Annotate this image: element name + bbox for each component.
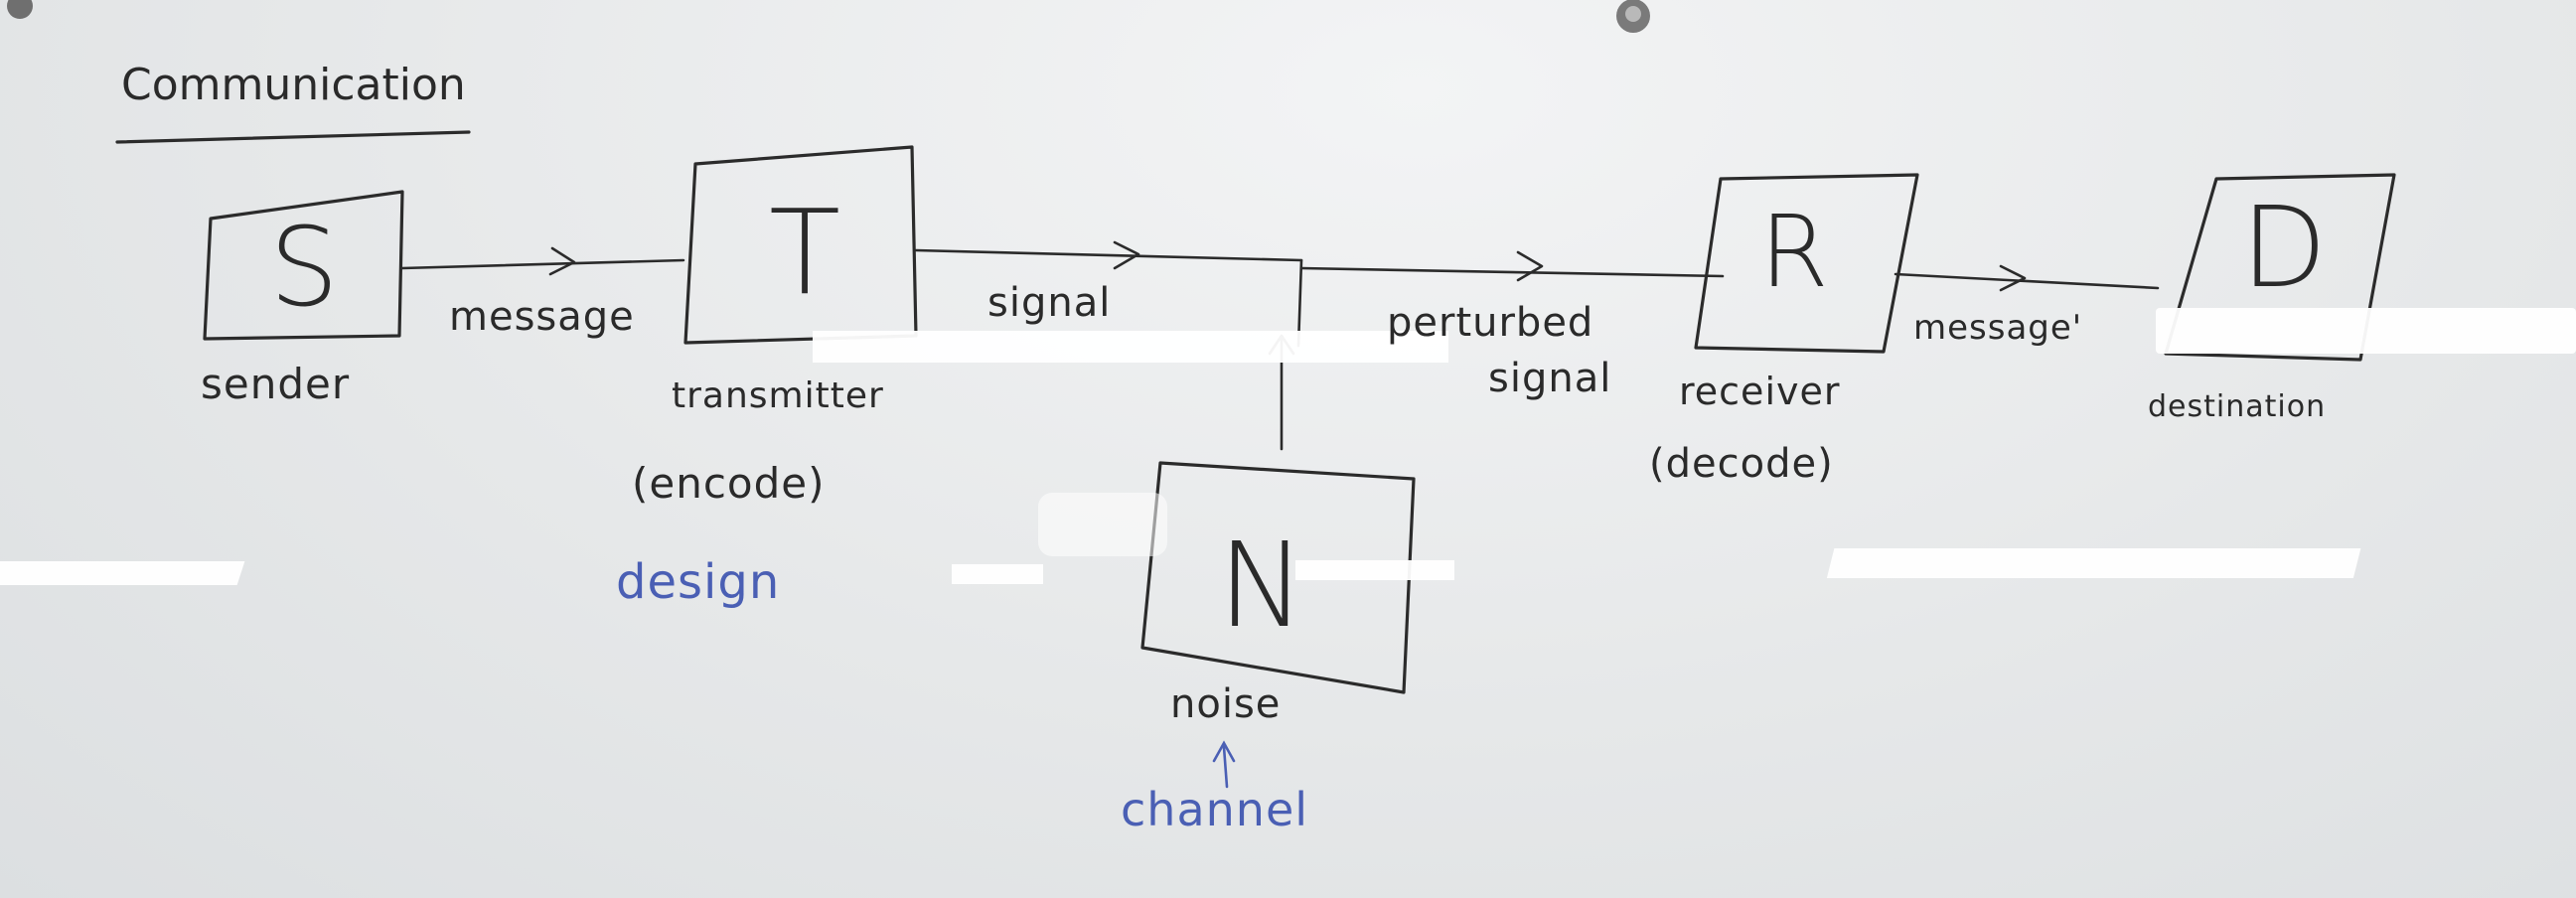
- edge-label-message: message: [449, 294, 635, 340]
- edge-sender-transmitter-arrowhead: [548, 246, 576, 276]
- receiver-box: [1694, 173, 1919, 354]
- title-underline: [115, 130, 471, 144]
- destination-letter: D: [2240, 184, 2328, 313]
- edge-transmitter-mix-arrowhead: [1113, 240, 1140, 270]
- light-reflection: [0, 561, 245, 585]
- edge-mix-receiver-arrowhead: [1516, 250, 1544, 282]
- light-reflection: [1038, 493, 1167, 556]
- noise-box: [1140, 461, 1416, 694]
- transmitter-letter: T: [768, 184, 841, 321]
- edge-transmitter-mix: [914, 248, 1303, 262]
- destination-label: destination: [2148, 389, 2327, 424]
- edge-receiver-destination-arrowhead: [1999, 264, 2027, 292]
- channel-arrow-line: [1222, 745, 1229, 789]
- transmitter-label: transmitter: [672, 375, 884, 416]
- edge-label-perturbed: perturbed: [1387, 300, 1594, 346]
- receiver-letter: R: [1759, 194, 1829, 310]
- sender-box: [203, 190, 404, 341]
- noise-letter: N: [1217, 517, 1306, 654]
- light-reflection: [1826, 548, 2361, 578]
- diagram-title: Communication: [121, 60, 466, 110]
- edge-mix-receiver: [1299, 266, 1725, 278]
- channel-arrow-head: [1212, 740, 1236, 763]
- light-reflection: [813, 331, 1448, 363]
- edge-receiver-destination: [1894, 272, 2160, 290]
- receiver-label: receiver: [1679, 370, 1841, 413]
- noise-label: noise: [1170, 681, 1282, 727]
- transmitter-note: design: [616, 554, 781, 610]
- receiver-sublabel: (decode): [1649, 441, 1834, 487]
- sender-label: sender: [201, 360, 351, 408]
- edge-label-signal-2: signal: [1488, 356, 1612, 401]
- edge-sender-transmitter: [400, 258, 685, 270]
- edge-label-signal: signal: [987, 280, 1112, 326]
- light-reflection: [1295, 560, 1454, 580]
- edge-label-message-prime: message': [1913, 308, 2083, 348]
- sender-letter: S: [269, 204, 339, 331]
- noise-note: channel: [1121, 783, 1309, 836]
- light-reflection: [2156, 308, 2576, 354]
- destination-box: [2164, 173, 2396, 362]
- light-reflection: [952, 564, 1043, 584]
- transmitter-sublabel: (encode): [632, 459, 826, 508]
- mount-screw-left: [7, 0, 33, 19]
